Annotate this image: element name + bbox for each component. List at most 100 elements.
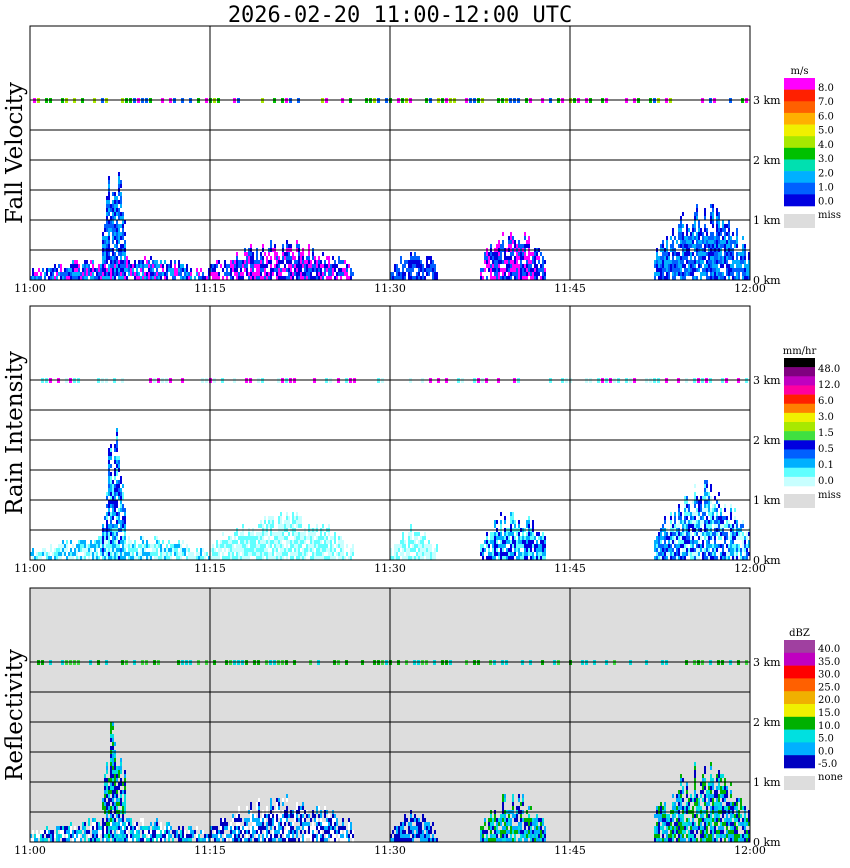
echo-cell [156,838,158,842]
echo-cell [268,536,270,540]
echo-cell [140,536,142,540]
echo-cell [408,834,410,838]
echo-cell [184,838,186,842]
echo-cell [514,268,516,272]
echo-cell [274,536,276,540]
echo-cell [166,544,168,548]
echo-cell [262,536,264,540]
echo-cell [718,236,720,240]
echo-cell [712,268,714,272]
echo-cell [154,834,156,838]
echo-cell [328,830,330,834]
echo-cell [344,830,346,834]
echo-cell [36,556,38,560]
echo-cell [112,208,114,212]
echo-cell [526,520,528,524]
echo-cell [508,540,510,544]
echo-cell [538,532,540,536]
echo-cell [40,830,42,834]
echo-cell [718,524,720,528]
echo-cell [272,838,274,842]
echo-cell [698,256,700,260]
echo-cell [504,826,506,830]
echo-cell [74,838,76,842]
echo-cell [114,544,116,548]
echo-cell [706,524,708,528]
echo-cell [110,504,112,508]
echo-cell [262,818,264,822]
echo-cell [314,556,316,560]
echo-cell [110,268,112,272]
echo-cell [724,232,726,236]
echo-cell [216,552,218,556]
echo-cell [736,260,738,264]
echo-cell [286,838,288,842]
echo-cell [38,268,40,272]
echo-cell [744,268,746,272]
echo-cell [288,540,290,544]
echo-cell [658,264,660,268]
echo-cell [280,552,282,556]
echo-cell [288,532,290,536]
echo-cell [350,556,352,560]
echo-cell [694,244,696,248]
echo-cell [484,830,486,834]
echo-cell [292,272,294,276]
echo-cell [516,830,518,834]
echo-cell [726,260,728,264]
echo-cell [502,838,504,842]
echo-cell [70,552,72,556]
echo-cell [668,544,670,548]
echo-cell [496,260,498,264]
echo-cell [180,556,182,560]
echo-cell [272,556,274,560]
echo-cell [694,256,696,260]
echo-cell [494,272,496,276]
echo-cell [78,540,80,544]
echo-cell [240,838,242,842]
echo-cell [678,252,680,256]
echo-cell [270,240,272,244]
echo-cell [274,540,276,544]
echo-cell [250,548,252,552]
echo-cell [346,276,348,280]
echo-cell [318,536,320,540]
echo-cell [106,548,108,552]
echo-cell [112,722,114,726]
echo-cell [148,260,150,264]
echo-cell [698,524,700,528]
echo-cell [130,544,132,548]
echo-cell [44,276,46,280]
echo-cell [670,236,672,240]
echo-cell [262,260,264,264]
echo-cell [244,540,246,544]
echo-cell [118,456,120,460]
echo-cell [240,540,242,544]
echo-cell [280,516,282,520]
echo-cell [524,552,526,556]
echo-cell [108,200,110,204]
echo-cell [314,544,316,548]
echo-cell [208,272,210,276]
echo-cell [130,548,132,552]
echo-cell [712,276,714,280]
echo-cell [148,544,150,548]
echo-cell [60,268,62,272]
echo-cell [288,822,290,826]
echo-cell [734,544,736,548]
echo-cell [114,762,116,766]
echo-cell [132,826,134,830]
echo-cell [502,276,504,280]
echo-cell [96,822,98,826]
echo-cell [242,272,244,276]
echo-cell [252,532,254,536]
echo-cell [262,834,264,838]
echo-cell [264,276,266,280]
echo-cell [736,520,738,524]
echo-cell [742,256,744,260]
echo-cell [742,236,744,240]
echo-cell [712,260,714,264]
echo-cell [186,548,188,552]
echo-cell [122,544,124,548]
echo-cell [122,212,124,216]
